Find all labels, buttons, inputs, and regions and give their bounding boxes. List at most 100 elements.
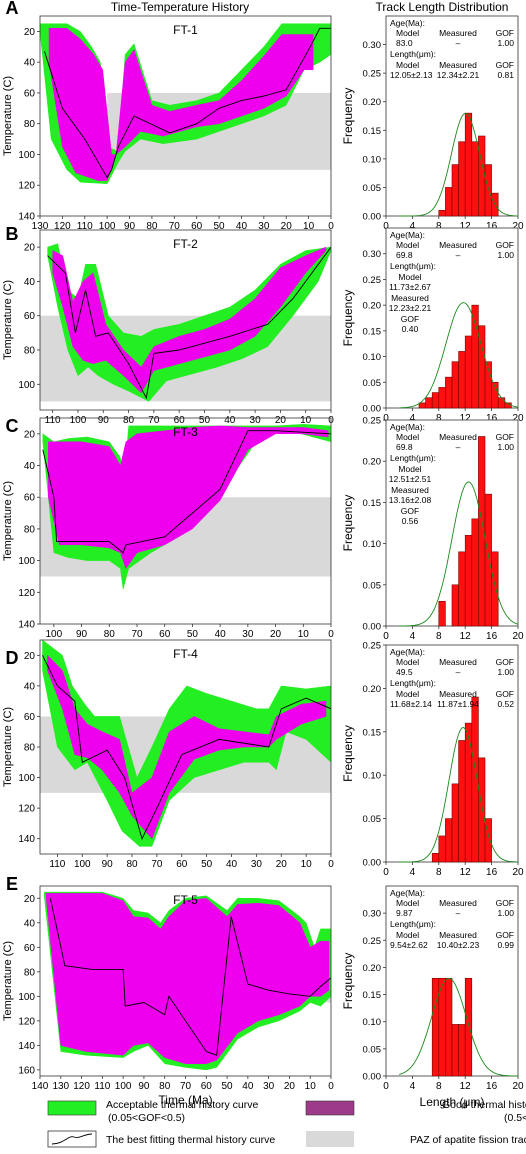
best-fit-line	[42, 655, 331, 840]
hist-y-tick-label: 0.25	[363, 641, 382, 652]
hist-y-tick-label: 0.00	[363, 1072, 382, 1083]
good-envelope	[48, 28, 314, 181]
length-measured-value: 10.40±2.23	[437, 940, 480, 950]
length-gof-label: GOF	[496, 60, 514, 70]
tt-title: FT-5	[173, 893, 198, 907]
tt-y-axis-label: Temperature (C)	[2, 481, 14, 561]
hist-x-tick-label: 8	[436, 631, 442, 642]
tt-title: FT-3	[173, 425, 198, 439]
hist-x-tick-label: 16	[486, 631, 498, 642]
x-tick-label: 40	[242, 1081, 254, 1092]
stats-box: Age(Ma):Model Measured GOF49.5–1.00Length(…	[390, 647, 514, 709]
hist-y-tick-label: 0.20	[363, 97, 382, 108]
y-tick-label: 120	[18, 804, 35, 815]
x-tick-label: 50	[201, 859, 213, 870]
legend-text: PAZ of apatite fission track	[410, 1134, 526, 1146]
hist-bar	[458, 1024, 466, 1077]
hist-bar	[458, 551, 466, 627]
x-tick-label: 50	[222, 1081, 234, 1092]
age-gof-value: 1.00	[497, 908, 514, 918]
tt-inner	[43, 891, 331, 1071]
x-tick-label: 10	[305, 1081, 317, 1092]
hist-bar	[464, 335, 473, 409]
x-tick-label: 60	[159, 629, 171, 640]
tt-frame	[39, 417, 332, 625]
x-tick-label: 20	[270, 629, 282, 640]
x-tick-label: 50	[214, 221, 226, 232]
hist-x-tick-label: 16	[486, 221, 498, 232]
x-tick-label: 80	[126, 859, 138, 870]
tt-title: FT-4	[173, 647, 198, 661]
age-model-label: Model	[396, 240, 419, 250]
length-model-label: Model	[398, 464, 421, 474]
legend-best-line	[51, 1133, 93, 1145]
hist-bar	[445, 977, 453, 1077]
good-envelope	[47, 654, 327, 840]
age-measured-value: –	[456, 908, 461, 918]
y-tick-label: 140	[18, 834, 35, 845]
y-tick-label: 100	[18, 150, 35, 161]
x-tick-label: 90	[98, 415, 110, 426]
y-tick-label: 20	[24, 894, 36, 905]
x-tick-label: 140	[32, 1081, 49, 1092]
x-tick-label: 70	[180, 1081, 192, 1092]
x-tick-label: 100	[99, 221, 116, 232]
age-gof-label: GOF	[496, 240, 514, 250]
hist-x-tick-label: 0	[383, 221, 389, 232]
x-tick-label: 30	[251, 859, 263, 870]
hist-x-tick-label: 0	[383, 631, 389, 642]
hist-y-tick-label: 0.20	[363, 963, 382, 974]
x-tick-label: 90	[138, 1081, 150, 1092]
x-tick-label: 0	[328, 629, 334, 640]
hist-y-tick-label: 0.15	[363, 990, 382, 1001]
hist-x-tick-label: 8	[436, 867, 442, 878]
x-tick-label: 100	[46, 629, 63, 640]
model-fit-curve	[399, 302, 519, 409]
hist-y-axis-label: Frequency	[341, 290, 355, 347]
x-tick-label: 10	[301, 859, 313, 870]
length-measured-label: Measured	[439, 689, 477, 699]
hist-y-tick-label: 0.20	[363, 301, 382, 312]
hist-bar	[431, 853, 440, 863]
legend-item-acceptable: Acceptable thermal history curve(0.05<GO…	[47, 1099, 258, 1124]
x-tick-label: 60	[176, 859, 188, 870]
panel-letter: A	[6, 0, 19, 18]
hist-y-axis-label: Frequency	[341, 88, 355, 145]
x-tick-label: 70	[148, 415, 160, 426]
legend-swatch-good	[305, 1100, 355, 1116]
hist-y-tick-label: 0.10	[363, 771, 382, 782]
hist-y-tick-label: 0.00	[363, 212, 382, 223]
legend-item-best: The best fitting thermal history curve	[47, 1130, 275, 1148]
age-gof-label: GOF	[496, 898, 514, 908]
y-tick-label: 40	[24, 681, 36, 692]
hist-y-tick-label: 0.20	[363, 684, 382, 695]
hist-x-tick-label: 20	[512, 867, 524, 878]
y-tick-label: 100	[18, 556, 35, 567]
hist-x-tick-label: 12	[460, 413, 472, 424]
length-header: Length(μm):	[390, 261, 436, 271]
right-column-title: Track Length Distribution	[376, 0, 509, 14]
y-tick-label: 100	[18, 773, 35, 784]
hist-bar	[438, 977, 446, 1077]
x-tick-label: 90	[124, 221, 136, 232]
hist-y-tick-label: 0.05	[363, 378, 382, 389]
length-model-label: Model	[396, 60, 419, 70]
length-measured-value: 13.16±2.08	[389, 495, 432, 505]
hist-bar	[438, 387, 446, 409]
hist-bar	[471, 304, 479, 409]
age-header: Age(Ma):	[390, 888, 425, 898]
hist-bar	[497, 397, 506, 409]
hist-x-tick-label: 20	[512, 221, 524, 232]
hist-bar	[438, 835, 446, 863]
x-tick-label: 0	[328, 221, 334, 232]
length-measured-value: 12.23±2.21	[389, 303, 432, 313]
hist-y-tick-label: 0.00	[363, 858, 382, 869]
length-model-label: Model	[396, 689, 419, 699]
age-header: Age(Ma):	[390, 230, 425, 240]
hist-bar	[491, 381, 499, 409]
length-gof-value: 0.99	[497, 940, 514, 950]
y-tick-label: 20	[24, 243, 36, 254]
